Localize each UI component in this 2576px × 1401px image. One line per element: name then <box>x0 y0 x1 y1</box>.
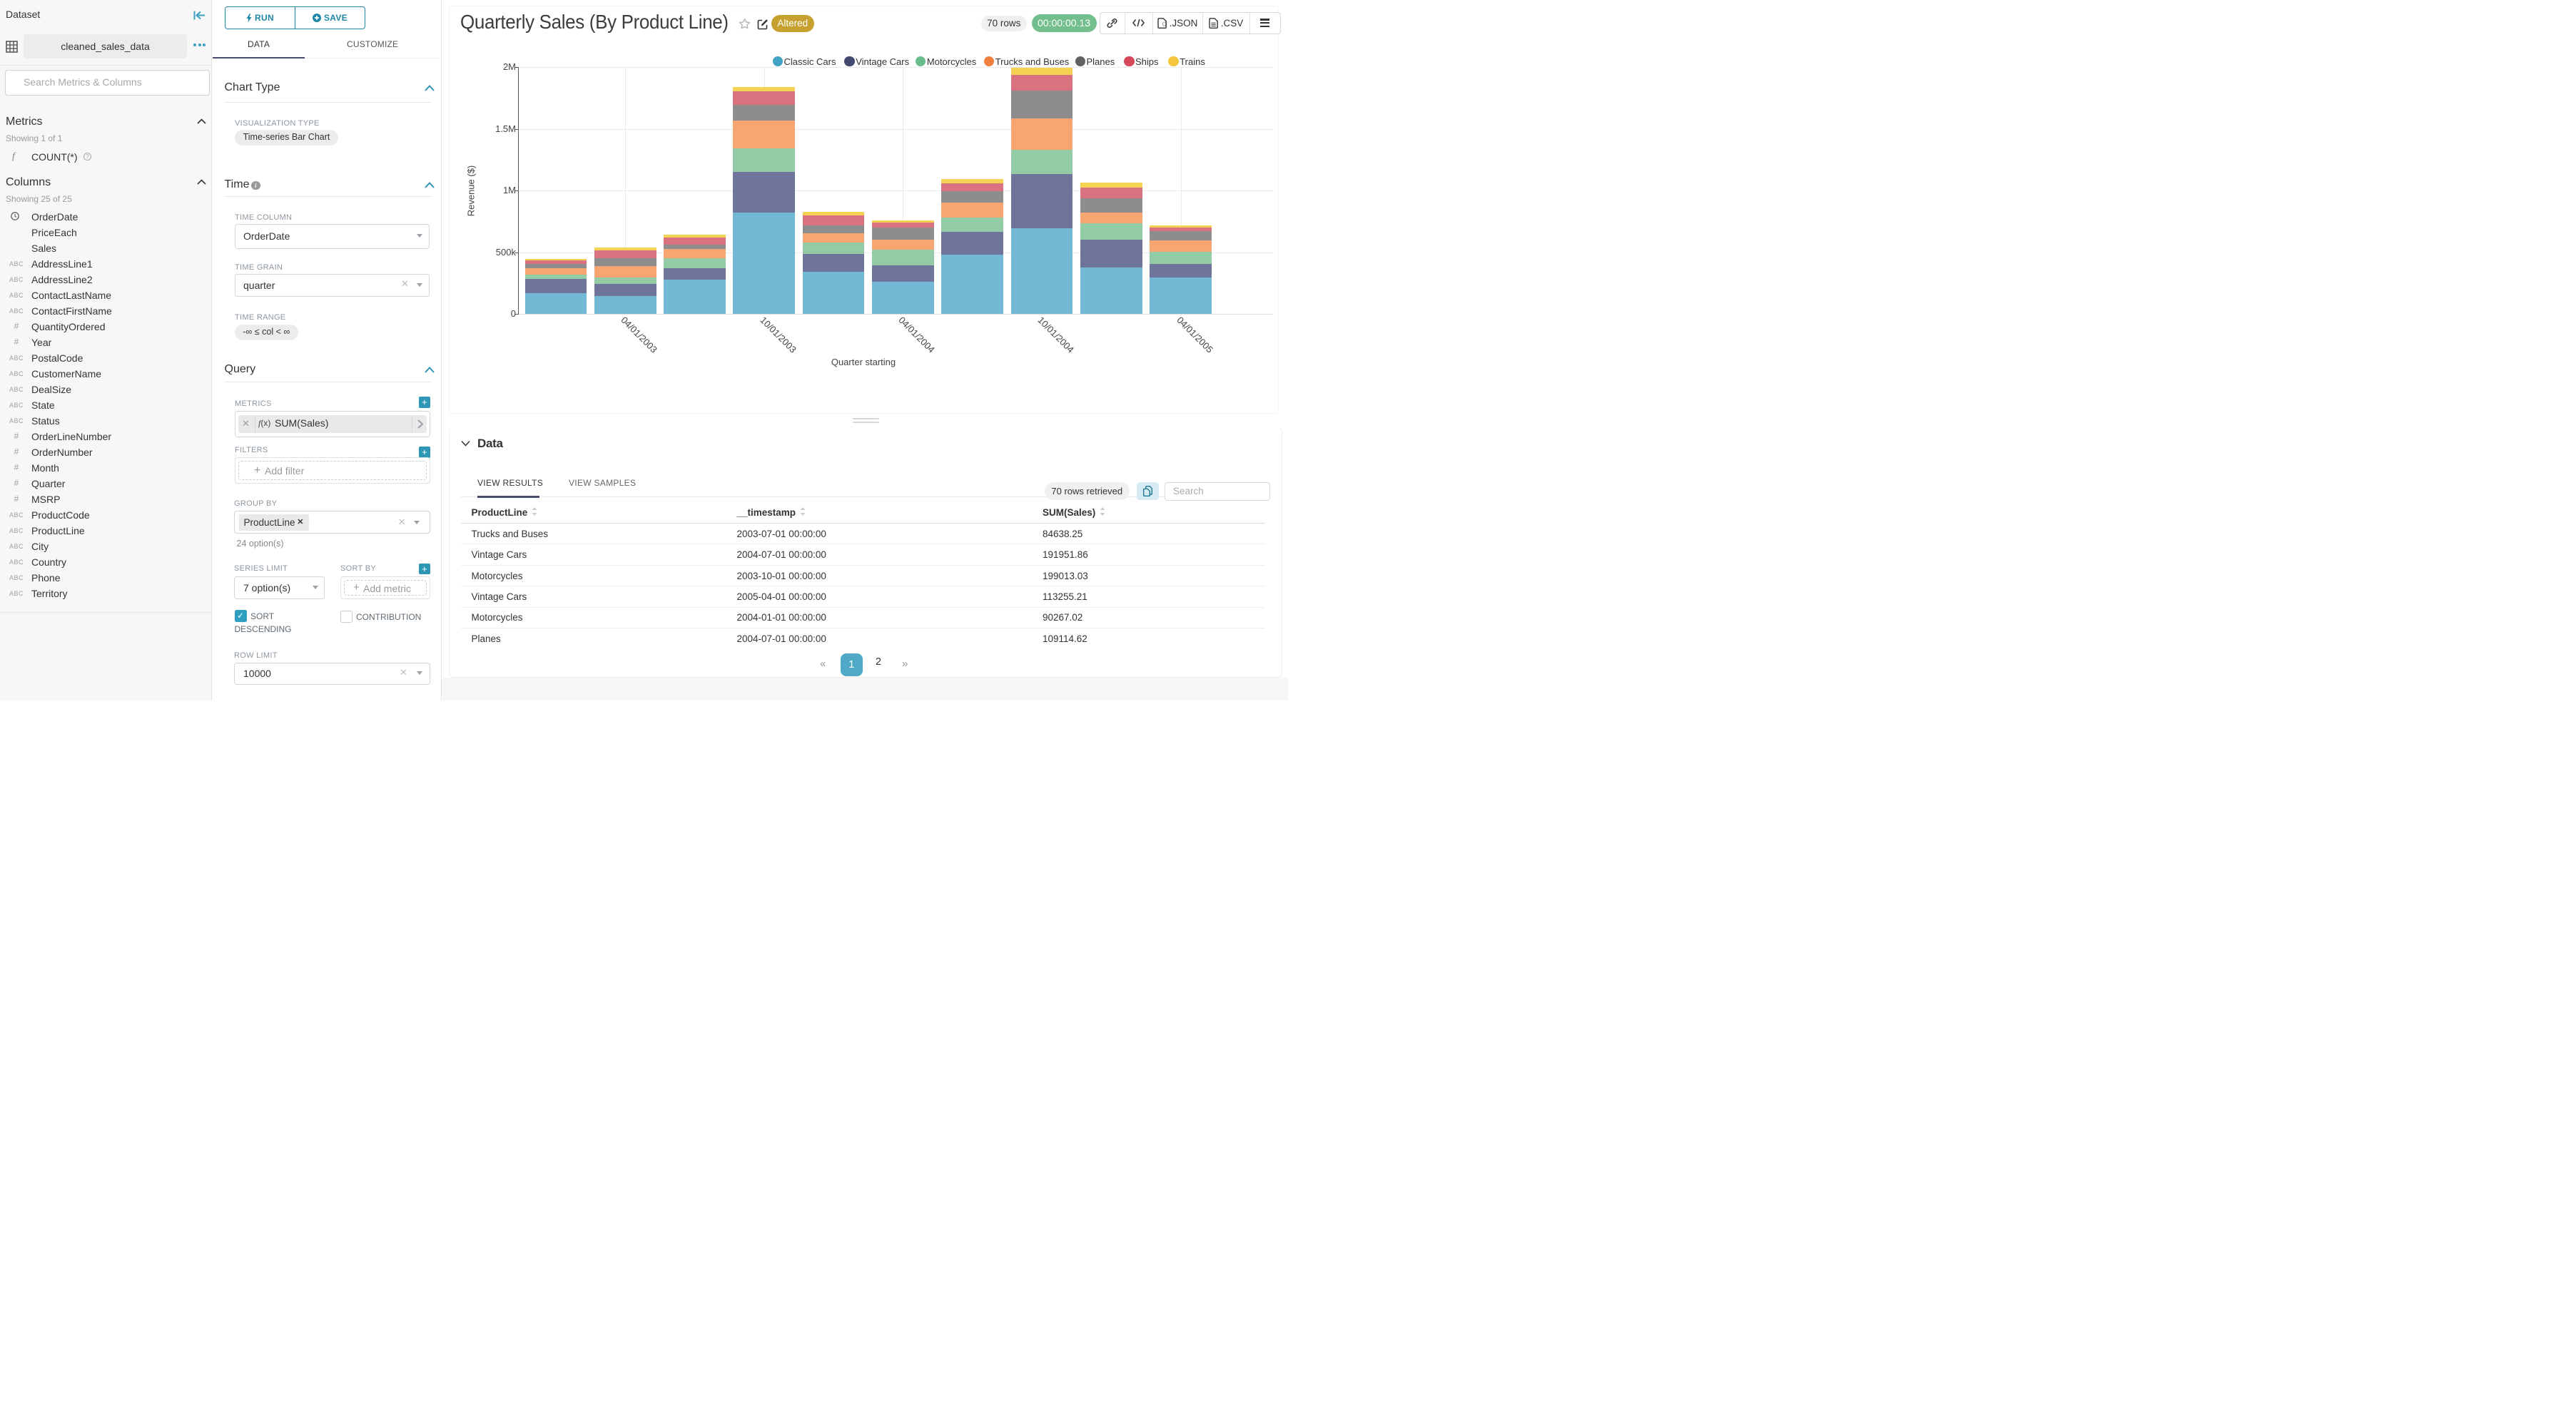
svg-text:〈〉: 〈〉 <box>1159 21 1166 27</box>
